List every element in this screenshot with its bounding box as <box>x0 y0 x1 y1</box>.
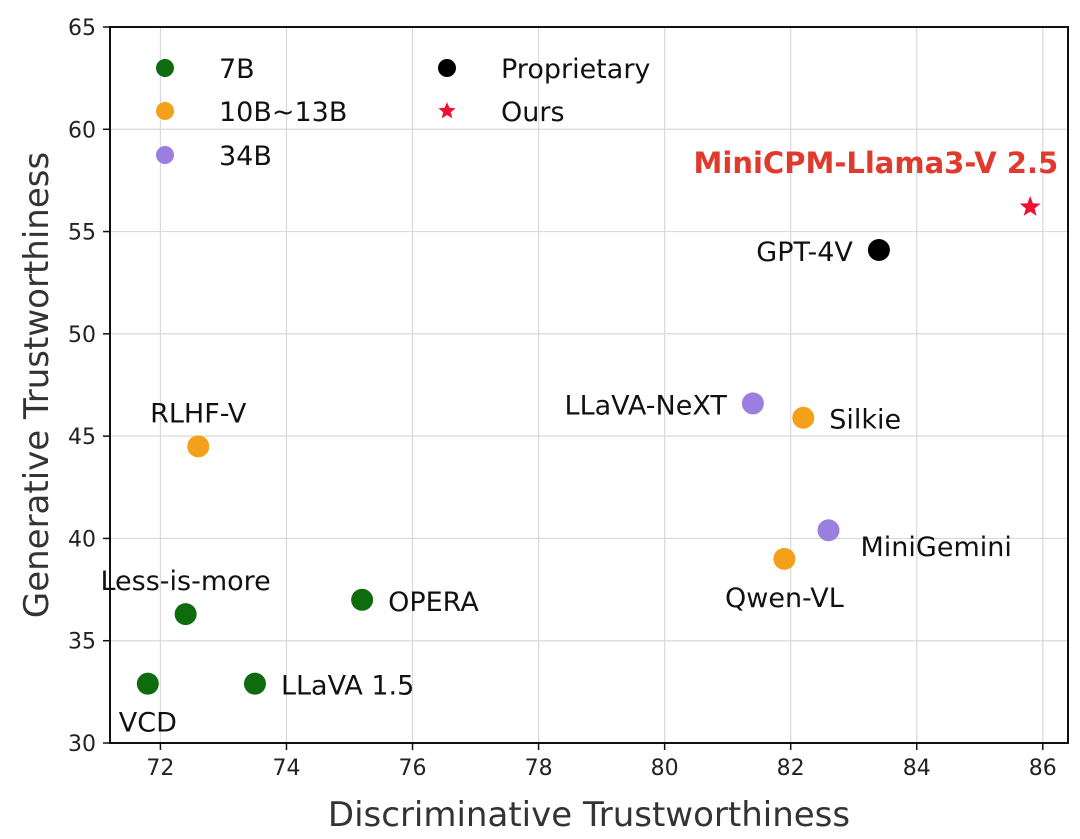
point-llava-next <box>741 392 764 415</box>
point-label-opera: OPERA <box>388 587 479 618</box>
y-tick-label: 60 <box>68 118 96 143</box>
x-axis-title: Discriminative Trustworthiness <box>328 795 850 835</box>
legend-label-ours: Ours <box>501 97 565 128</box>
x-tick-label: 84 <box>903 756 931 781</box>
x-tick-label: 72 <box>146 756 174 781</box>
point-label-minicpm-llama3-v-2-5: MiniCPM-Llama3-V 2.5 <box>694 146 1059 180</box>
y-tick-label: 50 <box>68 323 96 348</box>
point-label-qwen-vl: Qwen-VL <box>725 583 844 614</box>
point-less-is-more <box>174 603 197 626</box>
legend-label-34b: 34B <box>219 141 272 172</box>
point-label-minigemini: MiniGemini <box>861 532 1012 563</box>
point-label-llava-1-5: LLaVA 1.5 <box>281 671 414 702</box>
legend-marker-7b <box>156 59 174 77</box>
legend-marker-ours <box>438 102 456 119</box>
x-tick-label: 78 <box>525 756 553 781</box>
legend-label-10b-13b: 10B~13B <box>219 97 347 128</box>
point-minigemini <box>817 519 840 542</box>
point-label-llava-next: LLaVA-NeXT <box>565 390 728 421</box>
point-rlhf-v <box>187 435 210 458</box>
legend-marker-proprietary <box>438 59 456 77</box>
point-label-gpt-4v: GPT-4V <box>756 237 853 268</box>
plot-frame <box>109 26 1069 744</box>
y-tick-label: 65 <box>68 16 96 41</box>
point-llava-1-5 <box>243 672 266 695</box>
axis-ticks: 72 74 76 78 80 82 84 86 30 35 40 45 50 55 60 65 <box>68 16 1057 781</box>
y-tick-label: 35 <box>68 630 96 655</box>
x-tick-label: 86 <box>1029 756 1057 781</box>
point-qwen-vl <box>773 547 796 570</box>
data-points: VCD LLaVA 1.5 Less-is-more OPERA RLHF-V Qwen-… <box>100 146 1058 739</box>
point-gpt-4v <box>867 238 890 261</box>
legend-label-proprietary: Proprietary <box>501 54 650 85</box>
y-tick-label: 40 <box>68 527 96 552</box>
legend-label-7b: 7B <box>219 54 255 85</box>
point-silkie <box>792 406 815 429</box>
point-minicpm-llama3-v-2-5 <box>1019 196 1041 216</box>
point-opera <box>351 588 374 611</box>
legend-marker-10b-13b <box>156 102 174 120</box>
x-tick-label: 80 <box>651 756 679 781</box>
legend-marker-34b <box>156 146 174 164</box>
y-tick-label: 45 <box>68 425 96 450</box>
x-tick-label: 82 <box>777 756 805 781</box>
x-tick-label: 74 <box>272 756 300 781</box>
point-label-rlhf-v: RLHF-V <box>150 398 247 429</box>
legend: 7B 10B~13B 34B Proprietary Ours <box>156 54 650 172</box>
y-axis-title: Generative Trustworthiness <box>17 152 57 618</box>
point-vcd <box>136 672 159 695</box>
y-tick-label: 55 <box>68 221 96 246</box>
x-tick-label: 76 <box>399 756 427 781</box>
point-label-vcd: VCD <box>119 708 177 739</box>
point-label-less-is-more: Less-is-more <box>100 566 270 597</box>
point-label-silkie: Silkie <box>829 405 901 436</box>
y-tick-label: 30 <box>68 732 96 757</box>
